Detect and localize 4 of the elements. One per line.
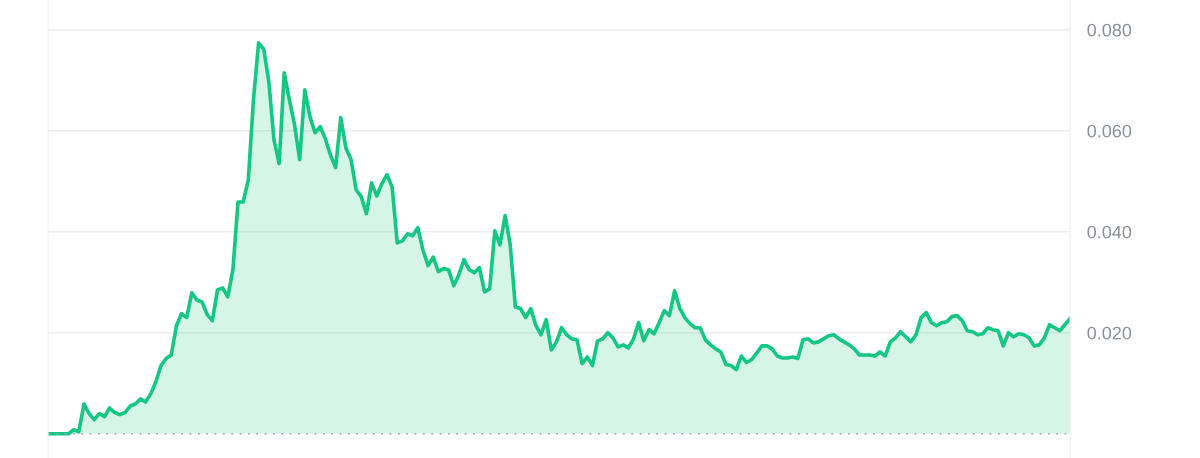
y-tick-label: 0.080 — [1087, 23, 1132, 37]
y-tick-label: 0.020 — [1087, 326, 1132, 340]
y-tick-label: 0.060 — [1087, 124, 1132, 138]
y-tick-label: 0.040 — [1087, 225, 1132, 239]
